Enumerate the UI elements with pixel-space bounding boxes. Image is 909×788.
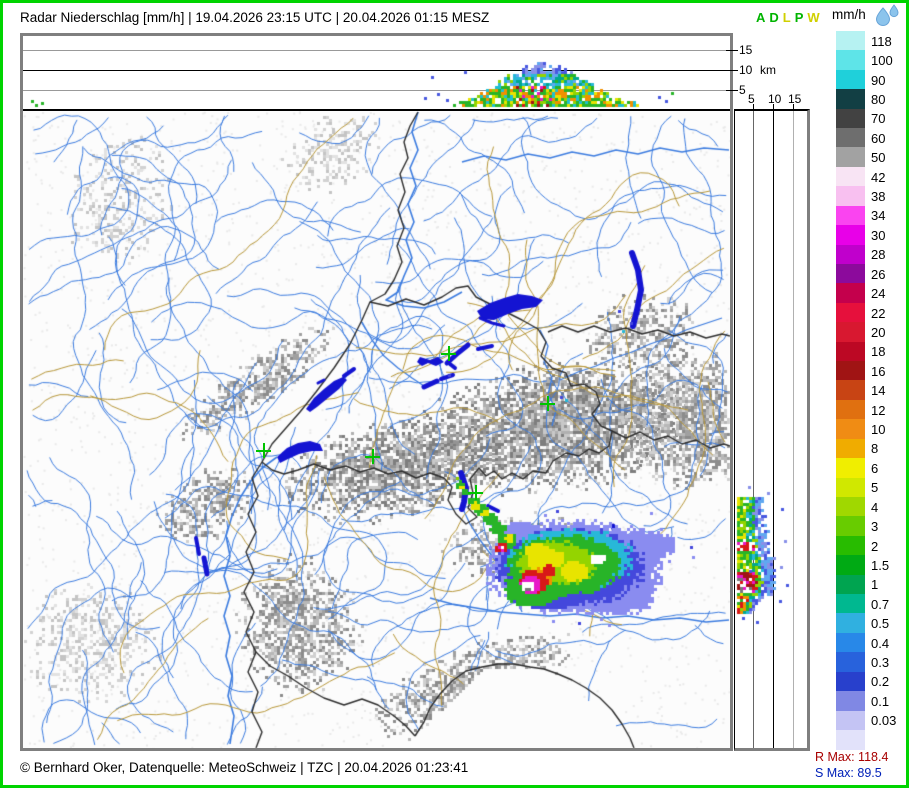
scale-label-0.03: 0.03 <box>871 713 897 729</box>
scale-label-22: 22 <box>871 305 886 321</box>
scale-label-1: 1 <box>871 577 879 593</box>
axis-tick <box>793 104 794 110</box>
scale-label-5: 5 <box>871 480 879 496</box>
scale-label-1.5: 1.5 <box>871 557 890 573</box>
scale-label-28: 28 <box>871 247 886 263</box>
scale-label-42: 42 <box>871 169 886 185</box>
axis-tick <box>726 50 738 51</box>
top-axis-unit-label: km <box>760 63 776 77</box>
radar-status-letter-P[interactable]: P <box>794 10 804 25</box>
scale-label-0.7: 0.7 <box>871 596 890 612</box>
scale-label-3: 3 <box>871 519 879 535</box>
radar-status-letter-D[interactable]: D <box>769 10 779 25</box>
map-viewport[interactable] <box>23 111 730 748</box>
scale-label-2: 2 <box>871 538 879 554</box>
scale-label-6: 6 <box>871 460 879 476</box>
credit-line: © Bernhard Oker, Datenquelle: MeteoSchwe… <box>20 760 469 775</box>
scale-label-70: 70 <box>871 111 886 127</box>
scale-label-26: 26 <box>871 266 886 282</box>
scale-label-4: 4 <box>871 499 879 515</box>
scale-label-20: 20 <box>871 324 886 340</box>
right-axis-tick-label-5: 5 <box>748 92 755 106</box>
top-axis-tick-label-10: 10 <box>739 63 753 77</box>
axis-tick <box>726 70 738 71</box>
axis-tick <box>753 104 754 110</box>
top-axis-tick-label-5: 5 <box>739 83 746 97</box>
scale-label-30: 30 <box>871 227 886 243</box>
scale-label-0.5: 0.5 <box>871 616 890 632</box>
radar-status-letter-L[interactable]: L <box>782 10 791 25</box>
raindrops-icon <box>872 4 900 33</box>
scale-label-34: 34 <box>871 208 886 224</box>
map-top-border <box>23 109 730 111</box>
radar-status-letter-W[interactable]: W <box>807 10 820 25</box>
axis-tick <box>726 90 738 91</box>
precip-overlay-canvas <box>3 3 906 785</box>
scale-label-18: 18 <box>871 344 886 360</box>
axis-tick <box>773 104 774 110</box>
scale-label-10: 10 <box>871 422 886 438</box>
scale-label-50: 50 <box>871 150 886 166</box>
right-axis-tick-label-10: 10 <box>768 92 782 106</box>
radar-status-letter-A[interactable]: A <box>756 10 766 25</box>
scale-label-8: 8 <box>871 441 879 457</box>
page-title: Radar Niederschlag [mm/h] | 19.04.2026 2… <box>20 10 490 25</box>
scale-label-80: 80 <box>871 91 886 107</box>
scale-label-0.4: 0.4 <box>871 635 890 651</box>
scale-label-12: 12 <box>871 402 886 418</box>
top-axis-tick-label-15: 15 <box>739 43 753 57</box>
scale-label-0.3: 0.3 <box>871 655 890 671</box>
scale-label-0.2: 0.2 <box>871 674 890 690</box>
scale-label-60: 60 <box>871 130 886 146</box>
scale-label-118: 118 <box>871 33 892 49</box>
scale-label-24: 24 <box>871 286 886 302</box>
legend-unit-label: mm/h <box>832 7 866 22</box>
scale-label-0.1: 0.1 <box>871 693 890 709</box>
scale-label-90: 90 <box>871 72 886 88</box>
scale-label-14: 14 <box>871 383 886 399</box>
snow-max-value: S Max: 89.5 <box>815 766 882 780</box>
scale-label-16: 16 <box>871 363 886 379</box>
scale-label-100: 100 <box>871 53 893 69</box>
scale-label-38: 38 <box>871 189 886 205</box>
radar-max-value: R Max: 118.4 <box>815 750 889 764</box>
right-axis-tick-label-15: 15 <box>788 92 802 106</box>
